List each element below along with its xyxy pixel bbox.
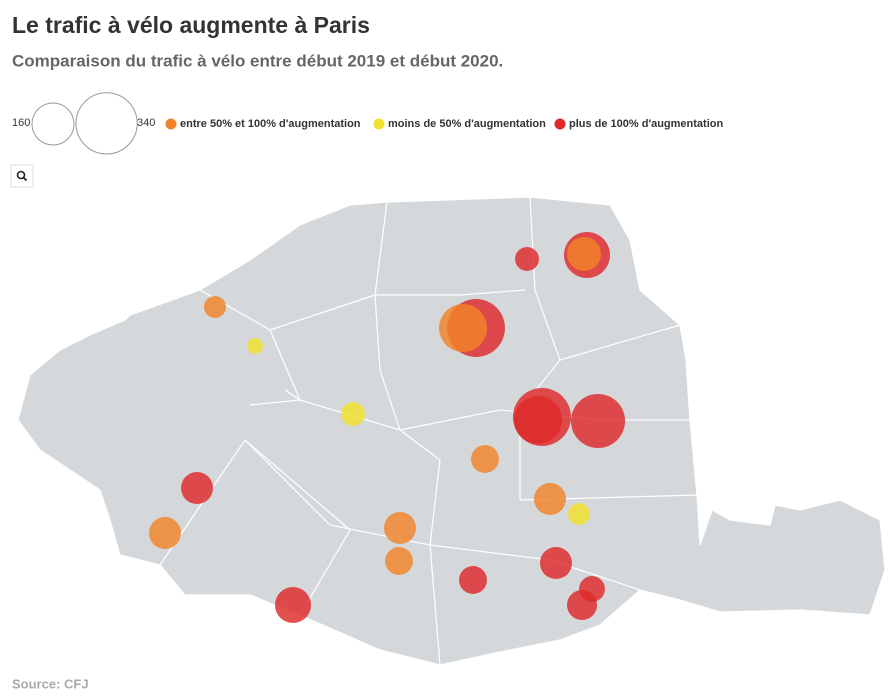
legend-label: plus de 100% d'augmentation (569, 118, 723, 130)
bubble (471, 445, 499, 473)
bubble (566, 589, 598, 621)
bubble (570, 393, 626, 449)
bubble (385, 547, 413, 575)
size-legend-circle (31, 102, 75, 146)
legend-swatch (165, 118, 177, 130)
bubble (247, 338, 263, 354)
bubbles (148, 231, 626, 624)
size-legend-circle (75, 92, 138, 155)
source: Source: CFJ (12, 676, 89, 691)
legend-label: entre 50% et 100% d'augmentation (180, 118, 361, 130)
legend-swatch (373, 118, 385, 130)
bubble (539, 546, 573, 580)
bubble (341, 402, 365, 426)
paris-map (17, 196, 886, 666)
border (199, 289, 526, 331)
title: Le trafic à vélo augmente à Paris (12, 12, 370, 38)
bubble (203, 295, 227, 319)
bubble (383, 511, 417, 545)
bubble (274, 586, 312, 624)
bubble (566, 236, 602, 272)
legend-swatch (554, 118, 566, 130)
bubble (459, 566, 487, 594)
legend-label: moins de 50% d'augmentation (388, 118, 546, 130)
bubble (180, 471, 214, 505)
search-icon[interactable] (16, 170, 26, 180)
subtitle: Comparaison du trafic à vélo entre début… (12, 51, 503, 70)
bubble (515, 247, 539, 271)
bubble (148, 516, 182, 550)
bubble (533, 482, 567, 516)
border (269, 329, 302, 402)
size-legend-label: 160 (12, 117, 30, 129)
paris-outline (17, 196, 886, 666)
size-legend-label: 340 (137, 117, 155, 129)
bubble (438, 303, 488, 353)
border (559, 324, 681, 361)
search-box[interactable] (10, 164, 34, 188)
bubble (513, 395, 563, 445)
bubble (567, 502, 591, 526)
border (244, 439, 641, 591)
search-icon[interactable] (22, 176, 28, 182)
search-button[interactable] (10, 164, 34, 188)
